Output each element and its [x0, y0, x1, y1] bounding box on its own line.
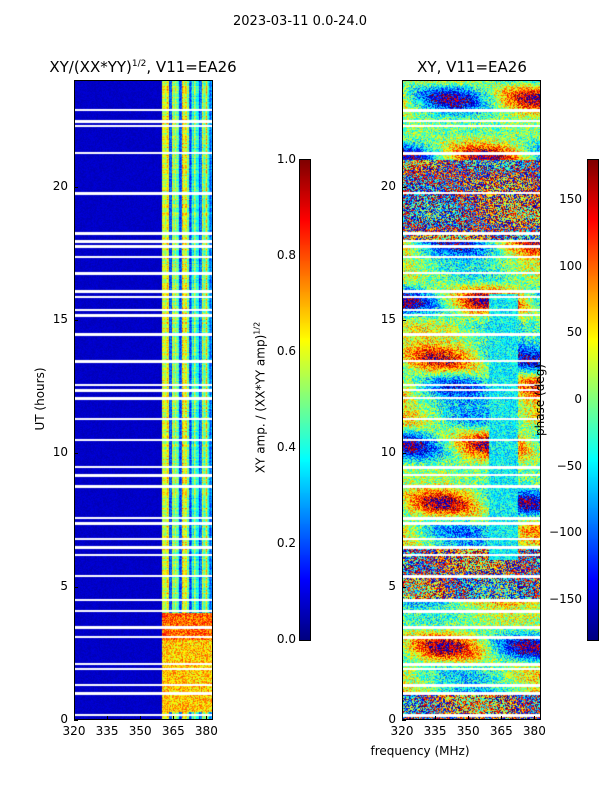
- left-plot-title-suffix: , V11=EA26: [146, 58, 237, 76]
- left-x-tick-mark: [140, 716, 142, 720]
- left-colorbar: [300, 160, 310, 640]
- right-y-tick-mark: [402, 186, 406, 188]
- right-x-tick-label: 350: [456, 724, 480, 738]
- right-x-tick-label: 335: [423, 724, 447, 738]
- right-y-tick-mark: [402, 586, 406, 588]
- left-y-tick-label: 5: [60, 578, 68, 593]
- left-plot-title: XY/(XX*YY)1/2, V11=EA26: [30, 58, 256, 76]
- right-colorbar-tick-label: 0: [574, 392, 582, 406]
- right-colorbar-tick-label: 50: [566, 325, 582, 340]
- left-x-tick-label: 380: [194, 724, 218, 738]
- figure-suptitle: 2023-03-11 0.0-24.0: [233, 14, 367, 29]
- left-x-tick-mark: [74, 716, 75, 720]
- right-colorbar-label: phase (deg): [533, 364, 547, 437]
- left-x-tick-mark: [173, 716, 175, 720]
- left-x-tick-label: 365: [161, 724, 185, 738]
- left-y-tick-mark: [74, 720, 78, 721]
- left-y-tick-label: 10: [52, 445, 68, 460]
- left-colorbar-tick-label: 0.6: [276, 344, 296, 358]
- left-colorbar-label-main: XY amp. / (XX*YY amp): [253, 334, 268, 474]
- left-colorbar-label: XY amp. / (XX*YY amp)1/2: [253, 298, 268, 498]
- right-colorbar: [588, 160, 598, 640]
- left-colorbar-frame: [299, 159, 311, 641]
- right-x-tick-label: 320: [390, 724, 414, 738]
- right-x-tick-label: 380: [522, 724, 546, 738]
- left-y-tick-mark: [74, 586, 78, 588]
- right-colorbar-tick-label: −150: [549, 592, 582, 606]
- left-y-tick-label: 20: [52, 178, 68, 193]
- left-x-tick-mark: [107, 716, 109, 720]
- right-colorbar-tick-label: −50: [556, 458, 582, 473]
- right-x-tick-mark: [534, 716, 536, 720]
- right-x-tick-mark: [402, 716, 403, 720]
- left-colorbar-label-exponent: 1/2: [252, 321, 262, 335]
- left-colorbar-tick-label: 0.0: [276, 632, 296, 646]
- left-y-axis-label: UT (hours): [33, 367, 47, 431]
- left-x-tick-mark: [206, 716, 208, 720]
- left-colorbar-tick-label: 0.2: [276, 536, 296, 550]
- right-y-tick-mark: [402, 720, 406, 721]
- right-x-tick-mark: [501, 716, 503, 720]
- left-y-tick-label: 0: [60, 712, 68, 726]
- left-y-tick-mark: [74, 186, 78, 188]
- right-phase-heatmap: [403, 80, 540, 719]
- right-colorbar-tick-label: 150: [559, 192, 582, 206]
- left-colorbar-tick-label: 0.8: [276, 248, 296, 262]
- right-colorbar-tick-label: −100: [549, 525, 582, 540]
- right-x-tick-label: 365: [489, 724, 513, 738]
- right-y-tick-mark: [402, 320, 406, 321]
- left-colorbar-tick-label: 0.4: [276, 440, 296, 454]
- right-colorbar-frame: [587, 159, 599, 641]
- shared-x-axis-label: frequency (MHz): [370, 744, 470, 758]
- right-y-tick-label: 0: [388, 712, 396, 726]
- left-amplitude-heatmap: [75, 80, 212, 719]
- left-plot-title-exponent: 1/2: [131, 59, 147, 69]
- left-y-tick-mark: [74, 320, 78, 321]
- right-y-tick-label: 10: [380, 445, 396, 460]
- left-colorbar-tick-label: 1.0: [276, 152, 296, 166]
- left-y-tick-label: 15: [52, 312, 68, 326]
- right-x-tick-mark: [435, 716, 437, 720]
- right-x-tick-mark: [468, 716, 470, 720]
- right-colorbar-tick-label: 100: [559, 258, 582, 273]
- left-x-tick-label: 320: [62, 724, 86, 738]
- left-x-tick-label: 335: [95, 724, 119, 738]
- left-y-tick-mark: [74, 453, 78, 455]
- right-y-tick-mark: [402, 453, 406, 455]
- right-y-tick-label: 5: [388, 578, 396, 593]
- left-x-tick-label: 350: [128, 724, 152, 738]
- right-y-tick-label: 15: [380, 312, 396, 326]
- right-y-tick-label: 20: [380, 178, 396, 193]
- right-plot-title: XY, V11=EA26: [417, 58, 527, 76]
- left-plot-title-main: XY/(XX*YY): [49, 58, 132, 76]
